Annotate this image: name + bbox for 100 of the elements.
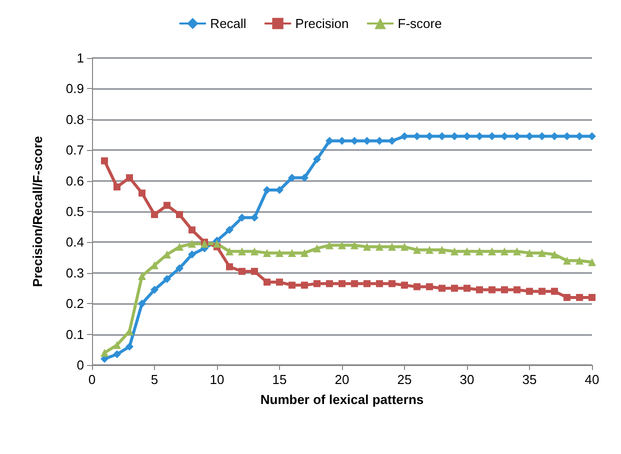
point (138, 190, 146, 197)
point (300, 248, 308, 257)
point (364, 280, 370, 288)
point (276, 248, 284, 257)
point (488, 286, 496, 294)
point (488, 132, 496, 140)
y-tick-label: 0.2 (66, 296, 84, 312)
y-tick-label: 0.6 (66, 173, 84, 188)
y-tick-label: 0.8 (66, 112, 84, 127)
y-tick-label: 0.4 (66, 234, 84, 250)
point (450, 247, 458, 256)
point (314, 280, 320, 288)
point (363, 242, 371, 251)
point (238, 247, 246, 256)
point (113, 350, 121, 358)
point (301, 282, 308, 289)
point (350, 241, 358, 250)
point (401, 282, 408, 289)
point (138, 300, 146, 308)
point (451, 284, 458, 292)
point (188, 226, 196, 234)
point (264, 278, 270, 286)
point (338, 280, 346, 288)
point (376, 280, 383, 288)
x-tick-label: 0 (88, 372, 96, 387)
point (500, 132, 508, 140)
point (226, 247, 234, 256)
point (276, 278, 283, 286)
y-tick-label: 0 (76, 358, 84, 372)
point (288, 282, 296, 289)
y-tick-label: 0.3 (66, 265, 84, 280)
point (513, 132, 521, 140)
point (250, 214, 258, 222)
y-tick-label: 1 (76, 50, 84, 66)
point (351, 280, 358, 288)
point (413, 246, 421, 254)
point (288, 248, 296, 257)
point (538, 132, 546, 140)
point (476, 132, 484, 140)
point (476, 286, 483, 294)
point (550, 250, 558, 258)
point (526, 248, 534, 257)
point (250, 247, 258, 256)
point (388, 242, 396, 251)
point (251, 268, 258, 275)
point (576, 132, 584, 140)
point (313, 244, 321, 252)
point (326, 280, 333, 288)
point (488, 247, 496, 256)
point (151, 211, 158, 218)
point (438, 284, 446, 292)
point (226, 226, 234, 234)
point (400, 132, 408, 140)
point (388, 136, 396, 145)
point (238, 268, 246, 275)
point (188, 240, 196, 248)
point (338, 241, 346, 250)
point (438, 132, 446, 140)
point (526, 288, 533, 295)
point (338, 136, 346, 145)
y-tick-label: 0.9 (66, 81, 84, 96)
point (126, 342, 134, 351)
point (176, 264, 184, 272)
point (551, 288, 558, 295)
point (263, 248, 271, 257)
point (326, 136, 334, 145)
x-tick-label: 5 (150, 372, 158, 387)
point (326, 241, 334, 250)
point (188, 250, 196, 258)
x-tick-label: 20 (334, 372, 350, 387)
point (150, 286, 158, 294)
point (413, 132, 421, 140)
point (514, 286, 520, 294)
point (388, 280, 396, 288)
point (501, 286, 508, 294)
point (463, 247, 471, 256)
y-tick-label: 0.5 (66, 204, 84, 219)
point (226, 263, 233, 270)
y-tick-label: 0.7 (66, 142, 84, 158)
y-tick-label: 0.1 (66, 326, 84, 342)
point (363, 136, 371, 145)
point (113, 341, 121, 350)
legend-label: Recall (210, 16, 246, 31)
x-axis-title: Number of lexical patterns (260, 392, 424, 407)
x-tick-label: 40 (584, 372, 600, 387)
point (414, 283, 420, 290)
point (288, 174, 296, 182)
point (576, 294, 583, 301)
point (163, 275, 171, 284)
point (513, 247, 521, 256)
point (376, 242, 384, 251)
point (588, 258, 596, 266)
y-axis-title: Precision/Recall/F-score (30, 136, 45, 288)
point (564, 294, 570, 301)
point (538, 248, 546, 257)
x-tick-label: 25 (397, 372, 412, 387)
point (313, 155, 321, 164)
point (164, 202, 170, 209)
point (464, 284, 470, 292)
point (138, 272, 146, 280)
